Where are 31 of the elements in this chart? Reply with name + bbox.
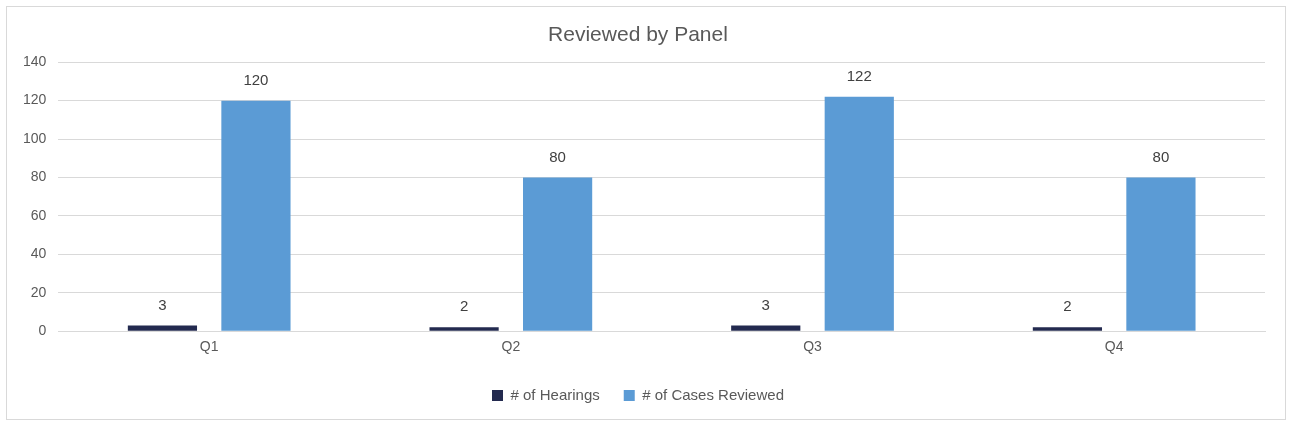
data-label: 80 [1152,147,1170,165]
data-label: 122 [846,66,872,84]
bar [824,96,894,331]
y-tick-label: 40 [30,245,47,262]
y-tick-label: 20 [30,283,47,300]
bar [731,325,801,331]
legend-label: # of Hearings [510,385,600,403]
data-label: 3 [158,295,167,313]
bar [429,327,499,331]
y-tick-label: 60 [30,206,47,223]
y-tick-label: 120 [23,91,47,108]
x-tick-label: Q2 [501,338,521,355]
bar [221,100,291,331]
x-tick-label: Q4 [1104,338,1124,355]
bar [1032,327,1103,331]
chart-title: Reviewed by Panel [548,22,728,46]
data-label: 80 [549,147,566,165]
data-label: 120 [243,70,269,88]
data-label: 2 [459,297,469,315]
x-tick-label: Q1 [199,338,219,355]
legend-label: # of Cases Reviewed [642,385,784,403]
bar [127,325,198,331]
y-tick-label: 0 [38,322,47,339]
x-tick-label: Q3 [803,338,823,355]
y-tick-label: 140 [23,53,47,70]
bar [523,177,593,331]
data-label: 2 [1063,297,1072,315]
data-label: 3 [761,295,770,313]
y-tick-label: 100 [23,129,47,146]
y-tick-label: 80 [30,168,47,185]
bar [1126,177,1196,331]
